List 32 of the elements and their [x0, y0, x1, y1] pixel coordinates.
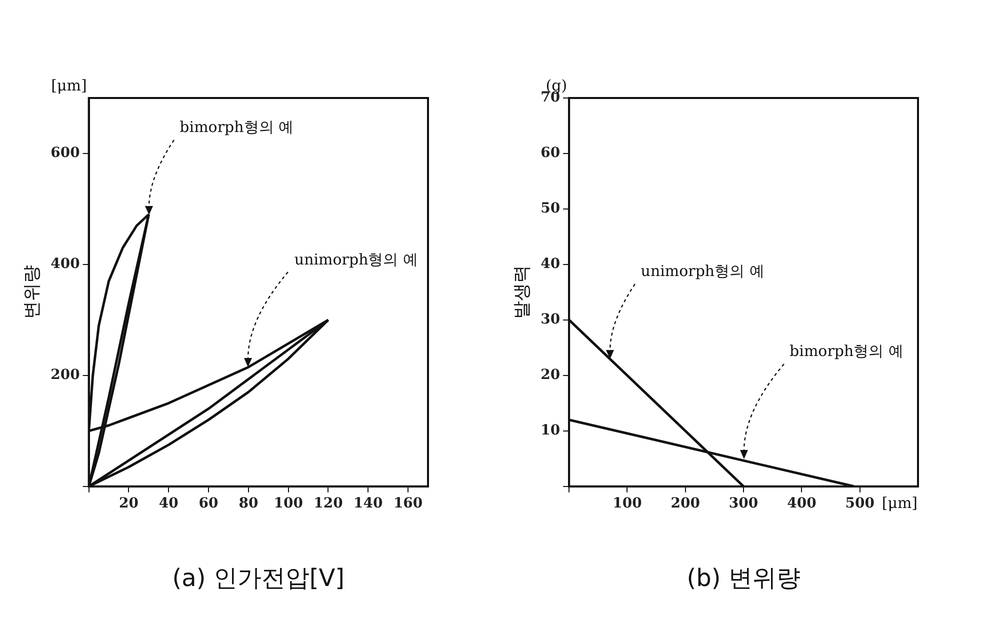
y-axis-title: 발생력: [511, 265, 532, 320]
x-tick-label: 300: [728, 495, 758, 512]
y-tick-label: 400: [50, 256, 80, 272]
y-axis-title: 변위량: [21, 265, 42, 320]
text: [μm]: [882, 494, 918, 512]
x-tick-label: 400: [787, 495, 817, 512]
x-tick-label: 100: [612, 495, 642, 512]
x-tick-label: 200: [670, 495, 700, 512]
x-tick-label: 140: [354, 495, 384, 512]
y-tick-label: 40: [540, 256, 560, 272]
x-tick-label: 20: [118, 495, 139, 512]
annotation: unimorph형의 예: [640, 262, 764, 280]
x-tick-label: 160: [393, 495, 423, 512]
x-axis-title: (a) 인가전압[V]: [172, 564, 345, 592]
text: [μm]: [51, 76, 87, 94]
annotation: unimorph형의 예: [294, 250, 418, 268]
y-tick-label: 20: [540, 367, 560, 384]
y-tick-label: 60: [540, 145, 560, 162]
x-tick-label: 500: [845, 495, 875, 512]
y-tick-label: 200: [50, 367, 80, 384]
x-tick-label: 100: [274, 495, 304, 512]
annotation: bimorph형의 예: [180, 118, 294, 136]
annotation: bimorph형의 예: [790, 342, 904, 360]
x-tick-label: 80: [238, 495, 258, 512]
x-tick-label: 60: [198, 495, 219, 512]
y-tick-label: 50: [540, 200, 560, 217]
x-axis-title: (b) 변위량: [686, 564, 800, 592]
y-tick-label: 30: [540, 312, 560, 328]
y-tick-label: 10: [540, 422, 560, 439]
x-tick-label: 40: [158, 495, 179, 512]
y-tick-label: 600: [50, 145, 80, 162]
x-tick-label: 120: [314, 495, 344, 512]
